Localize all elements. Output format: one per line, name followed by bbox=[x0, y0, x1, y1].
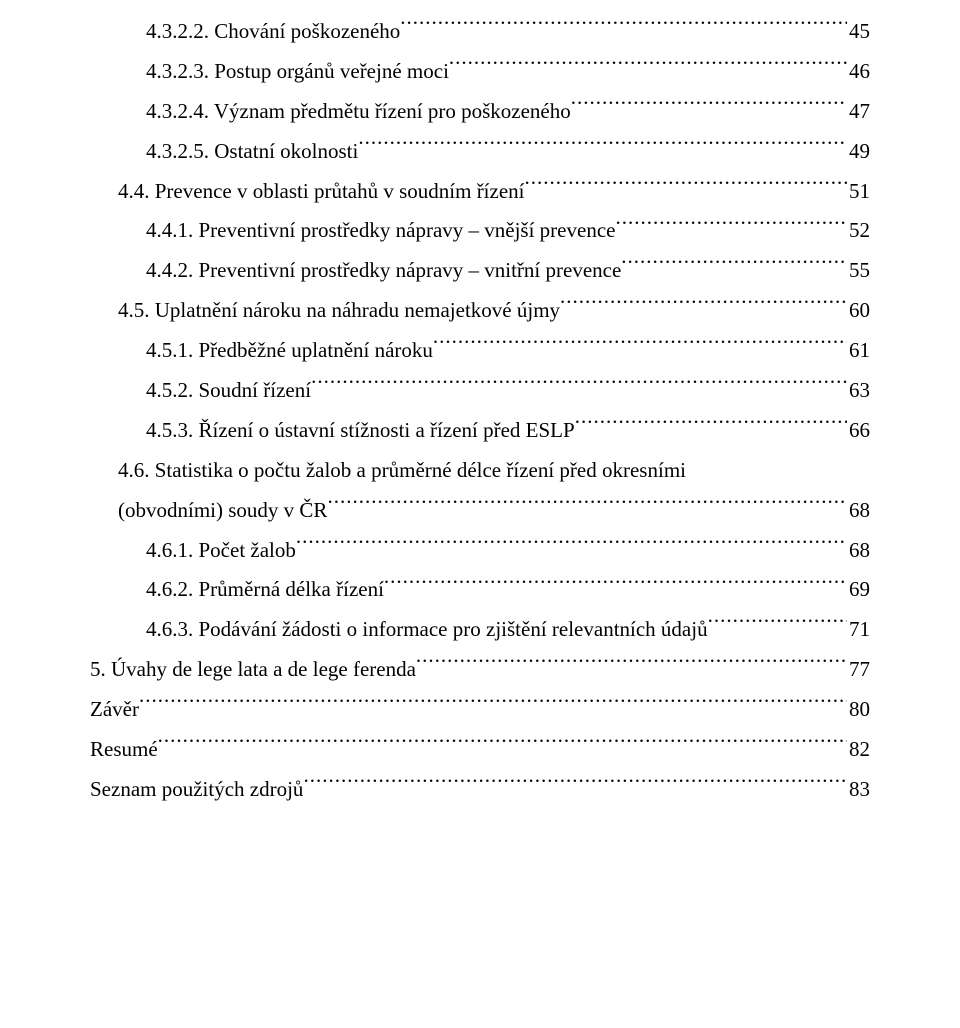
toc-page-number: 49 bbox=[847, 132, 870, 172]
toc-page-number: 82 bbox=[847, 730, 870, 770]
toc-label: 4.4.2. Preventivní prostředky nápravy – … bbox=[146, 251, 621, 291]
toc-leader-dots bbox=[525, 177, 848, 198]
toc-page-number: 46 bbox=[847, 52, 870, 92]
toc-leader-dots bbox=[575, 416, 847, 437]
toc-leader-dots bbox=[416, 655, 847, 676]
toc-label: 4.3.2.3. Postup orgánů veřejné moci bbox=[146, 52, 449, 92]
toc-label: 4.3.2.5. Ostatní okolnosti bbox=[146, 132, 358, 172]
toc-leader-dots bbox=[327, 496, 847, 517]
toc-entry: Závěr 80 bbox=[90, 690, 870, 730]
toc-page-number: 55 bbox=[847, 251, 870, 291]
toc-label: Závěr bbox=[90, 690, 139, 730]
toc-leader-dots bbox=[358, 137, 847, 158]
toc-page-number: 63 bbox=[847, 371, 870, 411]
toc-page-number: 60 bbox=[847, 291, 870, 331]
toc-page-number: 47 bbox=[847, 92, 870, 132]
toc-page-number: 77 bbox=[847, 650, 870, 690]
toc-page-number: 66 bbox=[847, 411, 870, 451]
toc-label: 4.5.1. Předběžné uplatnění nároku bbox=[146, 331, 433, 371]
toc-entry: 4.4.1. Preventivní prostředky nápravy – … bbox=[90, 211, 870, 251]
toc-entry: 4.5.2. Soudní řízení 63 bbox=[90, 371, 870, 411]
toc-leader-dots bbox=[158, 735, 847, 756]
toc-leader-dots bbox=[621, 256, 847, 277]
toc-label: 4.6.3. Podávání žádosti o informace pro … bbox=[146, 610, 708, 650]
toc-label: 4.3.2.4. Význam předmětu řízení pro pošk… bbox=[146, 92, 571, 132]
toc-label-line2: (obvodními) soudy v ČR bbox=[118, 491, 327, 531]
toc-entry: 4.6.1. Počet žalob 68 bbox=[90, 531, 870, 571]
toc-label: Resumé bbox=[90, 730, 158, 770]
toc-label: 5. Úvahy de lege lata a de lege ferenda bbox=[90, 650, 416, 690]
toc-entry: 4.3.2.5. Ostatní okolnosti 49 bbox=[90, 132, 870, 172]
toc-entry: Seznam použitých zdrojů 83 bbox=[90, 770, 870, 810]
toc-leader-dots bbox=[311, 376, 847, 397]
toc-label: 4.5.2. Soudní řízení bbox=[146, 371, 311, 411]
toc-entry: Resumé 82 bbox=[90, 730, 870, 770]
toc-label: 4.6.2. Průměrná délka řízení bbox=[146, 570, 384, 610]
toc-page-number: 71 bbox=[847, 610, 870, 650]
toc-label: 4.4.1. Preventivní prostředky nápravy – … bbox=[146, 211, 615, 251]
toc-label: 4.4. Prevence v oblasti průtahů v soudní… bbox=[118, 172, 525, 212]
toc-leader-dots bbox=[560, 296, 847, 317]
toc-page-number: 69 bbox=[847, 570, 870, 610]
toc-leader-dots bbox=[708, 615, 847, 636]
toc-entry: 4.5.1. Předběžné uplatnění nároku 61 bbox=[90, 331, 870, 371]
toc-entry: 4.6.3. Podávání žádosti o informace pro … bbox=[90, 610, 870, 650]
toc-label: 4.3.2.2. Chování poškozeného bbox=[146, 12, 400, 52]
toc-label: 4.6.1. Počet žalob bbox=[146, 531, 296, 571]
toc-label-line1: 4.6. Statistika o počtu žalob a průměrné… bbox=[118, 451, 870, 491]
toc-leader-dots bbox=[303, 775, 847, 796]
toc-entry: 4.3.2.3. Postup orgánů veřejné moci 46 bbox=[90, 52, 870, 92]
toc-entry: 4.5.3. Řízení o ústavní stížnosti a říze… bbox=[90, 411, 870, 451]
toc-page-number: 68 bbox=[847, 531, 870, 571]
toc-entry: 4.4. Prevence v oblasti průtahů v soudní… bbox=[90, 172, 870, 212]
toc-label: 4.5.3. Řízení o ústavní stížnosti a říze… bbox=[146, 411, 575, 451]
toc-entry: 5. Úvahy de lege lata a de lege ferenda 7… bbox=[90, 650, 870, 690]
toc-leader-dots bbox=[449, 57, 847, 78]
toc-leader-dots bbox=[384, 575, 847, 596]
toc-leader-dots bbox=[615, 216, 847, 237]
toc-entry: 4.3.2.2. Chování poškozeného 45 bbox=[90, 12, 870, 52]
toc-page-number: 68 bbox=[847, 491, 870, 531]
toc-entry-second-row: (obvodními) soudy v ČR 68 bbox=[118, 491, 870, 531]
toc-entry: 4.3.2.4. Význam předmětu řízení pro pošk… bbox=[90, 92, 870, 132]
toc-page-number: 45 bbox=[847, 12, 870, 52]
toc-page-number: 83 bbox=[847, 770, 870, 810]
toc-leader-dots bbox=[400, 17, 847, 38]
toc-label: Seznam použitých zdrojů bbox=[90, 770, 303, 810]
toc-page-number: 61 bbox=[847, 331, 870, 371]
toc-leader-dots bbox=[433, 336, 847, 357]
toc-page-number: 80 bbox=[847, 690, 870, 730]
toc-entry: 4.4.2. Preventivní prostředky nápravy – … bbox=[90, 251, 870, 291]
toc-page-number: 51 bbox=[847, 172, 870, 212]
toc-entry: 4.5. Uplatnění nároku na náhradu nemajet… bbox=[90, 291, 870, 331]
toc-entry: 4.6.2. Průměrná délka řízení 69 bbox=[90, 570, 870, 610]
toc-page-number: 52 bbox=[847, 211, 870, 251]
toc-label: 4.5. Uplatnění nároku na náhradu nemajet… bbox=[118, 291, 560, 331]
toc-leader-dots bbox=[139, 695, 847, 716]
toc-entry: 4.6. Statistika o počtu žalob a průměrné… bbox=[90, 451, 870, 531]
toc-leader-dots bbox=[296, 536, 847, 557]
toc-leader-dots bbox=[571, 97, 847, 118]
table-of-contents: 4.3.2.2. Chování poškozeného454.3.2.3. P… bbox=[90, 12, 870, 810]
